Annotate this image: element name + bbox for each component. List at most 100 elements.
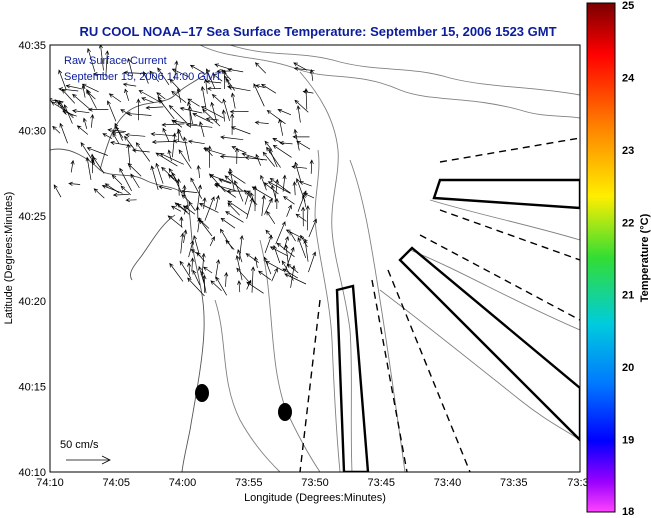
current-vector (72, 93, 92, 111)
current-vector (119, 167, 132, 192)
current-vector (270, 184, 276, 199)
current-vector (216, 69, 231, 74)
current-vector (188, 201, 196, 212)
current-vector (53, 184, 62, 198)
overlay-line-2: September 15, 2006 14:00 GMT (64, 71, 222, 83)
current-vector (261, 194, 266, 217)
current-vector (263, 256, 272, 275)
current-vector (251, 186, 274, 200)
current-vector (253, 83, 265, 107)
x-tick-label: 73:50 (301, 477, 329, 489)
colorbar-tick-label: 24 (622, 72, 635, 84)
current-vector (189, 64, 205, 74)
current-vector (205, 68, 216, 89)
current-vector (301, 193, 307, 208)
current-vector (125, 197, 137, 203)
current-vector (286, 263, 299, 274)
box-south (335, 284, 370, 472)
current-vector (92, 156, 105, 174)
current-vector (294, 99, 309, 113)
current-vector (202, 197, 207, 209)
station-dot-2 (278, 403, 292, 421)
dashed-radial-lines (299, 137, 580, 472)
current-vector (214, 63, 235, 71)
current-vector (142, 71, 149, 84)
current-vector (110, 140, 132, 147)
box-east (432, 178, 580, 210)
current-vector (188, 240, 195, 258)
current-vector (265, 260, 284, 272)
current-vector (293, 128, 300, 151)
current-vector (202, 274, 207, 293)
map-frame (49, 44, 581, 473)
current-vector (266, 146, 281, 168)
current-vector (86, 88, 97, 109)
current-vector (179, 216, 184, 228)
current-vector (215, 276, 228, 296)
current-vector (255, 153, 262, 166)
current-vector (274, 197, 279, 210)
current-vector (286, 204, 292, 217)
current-vector (284, 244, 289, 266)
current-vector (107, 128, 126, 133)
current-vector (131, 148, 150, 153)
temperature-colorbar: 25 24 23 22 21 20 19 18 Temperature (°C) (586, 0, 651, 518)
current-vector (297, 190, 307, 212)
current-vector (193, 234, 200, 254)
current-vector (171, 172, 183, 194)
current-vector (309, 159, 314, 174)
current-vector (183, 204, 189, 215)
current-vector (264, 140, 273, 151)
current-vector (269, 177, 291, 194)
current-vector (161, 166, 175, 180)
current-vector (200, 270, 207, 294)
current-vector (72, 108, 90, 114)
current-vector (199, 219, 213, 237)
current-vector (179, 106, 203, 114)
current-vector (111, 174, 123, 186)
current-vector (274, 178, 280, 202)
current-vector (87, 107, 109, 112)
current-vector (192, 269, 201, 286)
current-vector (224, 271, 229, 287)
current-vector (237, 280, 242, 293)
current-vector (207, 145, 212, 168)
current-vector (176, 88, 182, 103)
current-vector (302, 89, 314, 94)
current-vector (228, 167, 235, 192)
current-vector (81, 83, 99, 93)
current-vector (181, 194, 191, 203)
current-vector (70, 159, 75, 173)
current-vector (145, 105, 164, 110)
bathymetry-contours (199, 45, 580, 472)
current-vector (260, 83, 277, 94)
current-vector (309, 68, 314, 81)
current-vector (300, 234, 308, 248)
current-vector (196, 251, 205, 262)
current-vector (220, 217, 236, 229)
current-vector (199, 121, 205, 138)
colorbar-tick-label: 20 (622, 362, 634, 374)
current-vector (168, 104, 188, 124)
colorbar-ticks: 25 24 23 22 21 20 19 18 (622, 0, 635, 518)
current-vector (283, 196, 295, 205)
current-vector (174, 60, 179, 80)
current-vector (249, 192, 256, 207)
current-vector (58, 87, 79, 92)
current-vector (114, 122, 123, 141)
sampling-boxes (335, 178, 580, 472)
current-vector (187, 98, 200, 107)
current-vector (108, 93, 122, 103)
colorbar-tick-label: 25 (622, 0, 634, 12)
current-vector (266, 110, 286, 125)
current-vector (202, 108, 221, 127)
current-vector (278, 118, 284, 136)
current-vector (308, 218, 317, 238)
current-vector (68, 181, 81, 186)
current-vector (224, 175, 243, 192)
current-vector (169, 262, 184, 282)
current-vector (183, 229, 188, 244)
current-vector (203, 266, 213, 274)
x-tick-label: 73:35 (500, 477, 528, 489)
